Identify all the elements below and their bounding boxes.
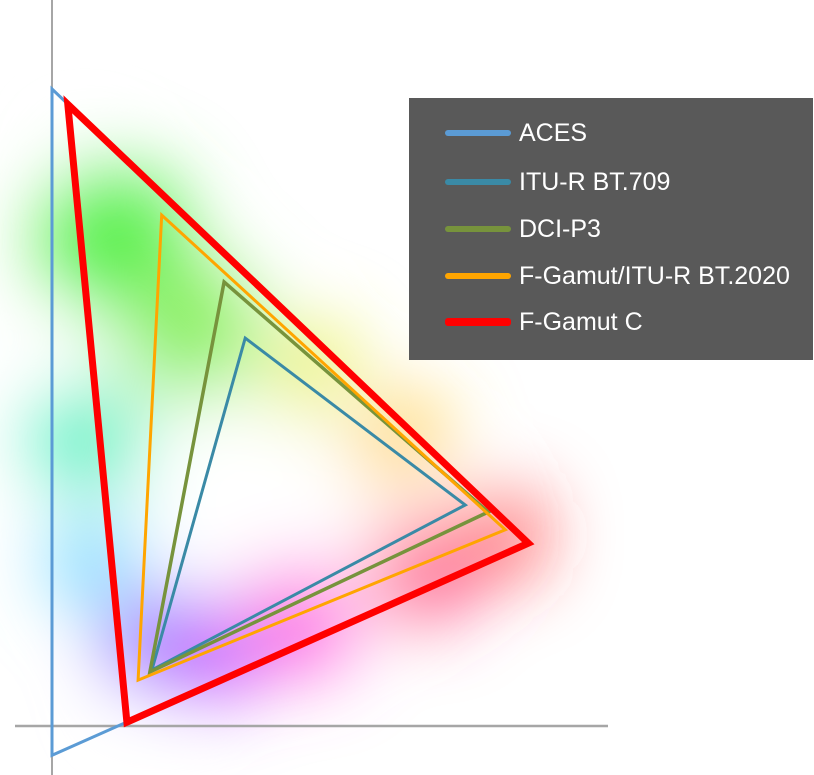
- legend-swatch: [445, 130, 511, 136]
- legend: ACES ITU-R BT.709 DCI-P3 F-Gamut/ITU-R BT.2…: [409, 98, 813, 360]
- legend-swatch: [445, 179, 511, 185]
- legend-swatch: [445, 318, 511, 326]
- legend-item: F-Gamut/ITU-R BT.2020: [445, 261, 790, 291]
- legend-item: DCI-P3: [445, 214, 601, 244]
- legend-swatch: [445, 273, 511, 279]
- legend-item: ACES: [445, 118, 587, 148]
- legend-label: ACES: [519, 118, 588, 147]
- legend-label: F-Gamut C: [519, 307, 643, 336]
- gamut-triangle-f-gamut-c: [63, 95, 535, 728]
- legend-item: ITU-R BT.709: [445, 167, 670, 197]
- gamut-triangle-f-gamut-itu-r-bt-2020: [136, 211, 509, 683]
- gamut-triangle-itu-r-bt-709: [149, 335, 469, 673]
- legend-label: ITU-R BT.709: [519, 167, 671, 196]
- gamut-triangle-dci-p3: [147, 278, 492, 675]
- legend-label: DCI-P3: [519, 214, 601, 243]
- legend-swatch: [445, 226, 511, 232]
- legend-label: F-Gamut/ITU-R BT.2020: [519, 261, 790, 290]
- legend-item: F-Gamut C: [445, 307, 643, 337]
